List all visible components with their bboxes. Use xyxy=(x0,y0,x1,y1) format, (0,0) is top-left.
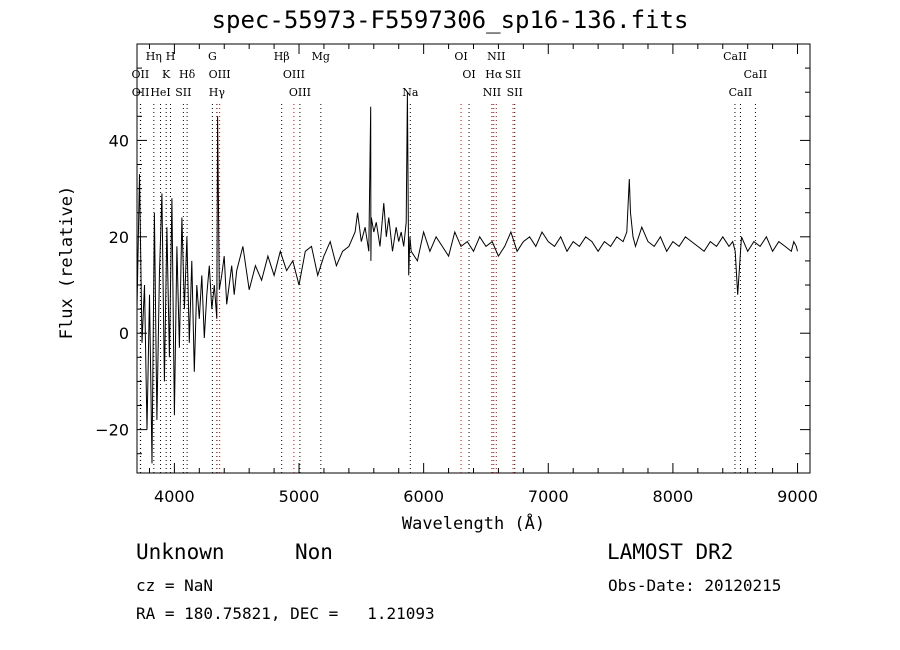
x-tick-label: 8000 xyxy=(653,487,694,506)
line-label: OIII xyxy=(289,86,311,99)
y-tick-label: −20 xyxy=(95,421,129,440)
chart-title: spec-55973-F5597306_sp16-136.fits xyxy=(211,6,689,34)
object-class: Unknown xyxy=(136,540,225,564)
line-label: Hβ xyxy=(274,50,290,63)
y-tick-label: 40 xyxy=(109,131,129,150)
x-axis-label: Wavelength (Å) xyxy=(402,512,545,534)
line-label: Hη xyxy=(146,50,162,63)
y-axis-label: Flux (relative) xyxy=(57,186,77,340)
object-subclass: Non xyxy=(295,540,333,564)
x-tick-label: 6000 xyxy=(403,487,444,506)
line-label: H xyxy=(166,50,176,63)
cz-value: cz = NaN xyxy=(136,576,214,595)
line-label: OIII xyxy=(209,68,231,81)
line-label: Hα xyxy=(485,68,503,81)
line-label: OIII xyxy=(283,68,305,81)
line-label: Hγ xyxy=(209,86,226,99)
line-label: G xyxy=(208,50,217,63)
line-label: CaII xyxy=(744,68,768,81)
obs-date: Obs-Date: 20120215 xyxy=(608,576,782,595)
line-label: CaII xyxy=(723,50,747,63)
x-tick-label: 9000 xyxy=(777,487,818,506)
line-label: CaII xyxy=(729,86,753,99)
line-label: HeI xyxy=(150,86,170,99)
line-label: OI xyxy=(462,68,475,81)
line-label: OII xyxy=(132,68,150,81)
line-label: Na xyxy=(402,86,419,99)
x-tick-label: 5000 xyxy=(279,487,320,506)
spectrum-line xyxy=(136,92,798,464)
plot-frame xyxy=(136,43,811,474)
y-tick-label: 20 xyxy=(109,228,129,247)
x-tick-label: 7000 xyxy=(528,487,569,506)
line-label: NII xyxy=(487,50,505,63)
line-label: Mg xyxy=(312,50,330,63)
line-label: SII xyxy=(505,68,521,81)
y-tick-label: 0 xyxy=(119,324,129,343)
line-label: OI xyxy=(454,50,467,63)
line-label: SII xyxy=(175,86,191,99)
line-label: K xyxy=(162,68,171,81)
coordinates: RA = 180.75821, DEC = 1.21093 xyxy=(136,604,435,623)
line-label: NII xyxy=(483,86,501,99)
survey-label: LAMOST DR2 xyxy=(607,540,734,564)
line-label: SII xyxy=(507,86,523,99)
x-tick-label: 4000 xyxy=(154,487,195,506)
line-label: Hδ xyxy=(179,68,196,81)
